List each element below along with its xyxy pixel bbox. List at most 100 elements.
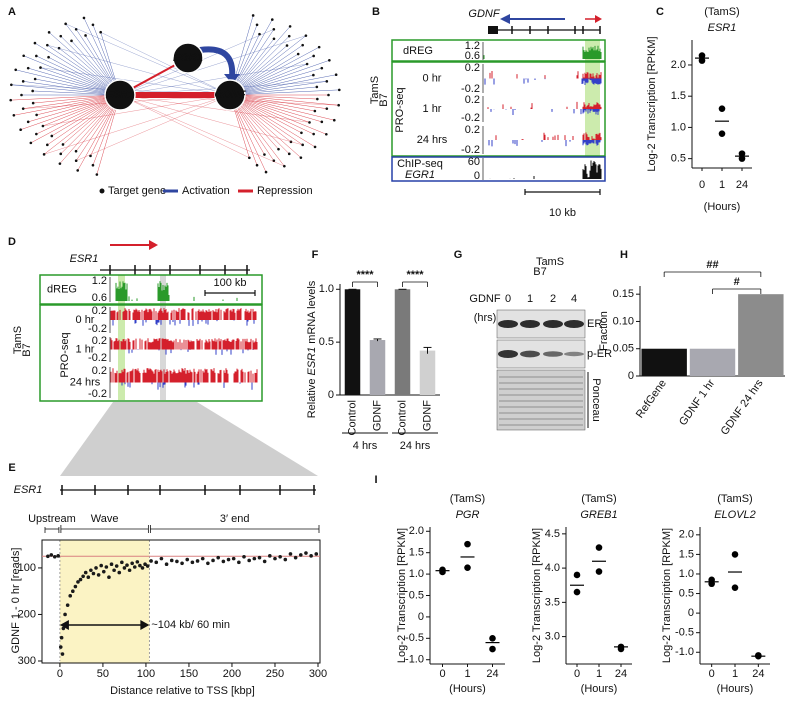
target-gene	[277, 147, 280, 151]
arrow-head	[595, 15, 602, 23]
target-gene	[305, 62, 309, 66]
band	[564, 320, 584, 328]
edge	[44, 94, 231, 155]
target-gene	[255, 23, 259, 27]
edge	[13, 94, 121, 116]
point	[755, 652, 762, 659]
edge	[229, 94, 327, 109]
point	[718, 130, 726, 137]
bar	[344, 289, 361, 395]
target-gene	[91, 23, 95, 27]
target-gene	[9, 98, 13, 102]
point	[206, 561, 210, 566]
x-tick-label: RefGene	[634, 378, 669, 421]
edge	[40, 67, 231, 96]
track-label: dREG	[403, 45, 433, 57]
panel-label: I	[374, 474, 377, 486]
point	[247, 558, 251, 563]
arrow-head	[500, 14, 510, 24]
y-tick-label: 1.0	[409, 568, 424, 580]
point	[595, 568, 603, 575]
band	[499, 418, 583, 420]
target-gene	[320, 66, 324, 70]
x-tick-label: 250	[266, 668, 284, 680]
target-gene	[272, 37, 276, 41]
target-gene	[95, 173, 99, 176]
label-bg	[27, 523, 76, 527]
target-gene	[33, 77, 37, 81]
point	[81, 574, 85, 579]
treatment-label: GDNF	[469, 293, 500, 305]
track-scale: 0.2	[92, 365, 107, 377]
point	[731, 584, 739, 591]
track-scale: -0.2	[88, 323, 107, 335]
y-tick-label: 1.5	[679, 548, 694, 560]
edge	[76, 94, 231, 161]
hub	[214, 79, 246, 111]
y-tick-label: 1.5	[671, 90, 686, 102]
track-label: 0 hr	[423, 72, 442, 84]
target-gene	[35, 132, 38, 136]
target-gene	[21, 107, 25, 110]
point	[140, 566, 145, 570]
edge	[119, 35, 306, 96]
x-tick-label: 0	[709, 668, 715, 680]
target-gene	[301, 143, 304, 147]
y-tick-label: 0.5	[679, 587, 694, 599]
y-axis-label: Log-2 Transcription [RPKM]	[531, 528, 543, 663]
track-scale: 0.2	[92, 305, 107, 317]
target-gene	[272, 27, 276, 31]
target-gene	[74, 159, 78, 163]
point	[304, 551, 308, 555]
track-box	[391, 39, 606, 62]
track-label: 1 hr	[423, 103, 442, 115]
point	[101, 569, 106, 574]
bar	[419, 350, 436, 395]
point	[231, 556, 236, 561]
blot-label: Ponceau	[590, 378, 602, 421]
point	[65, 603, 70, 607]
track-scale: -0.2	[461, 144, 480, 156]
target-gene	[46, 143, 49, 147]
cell-sup: TamS	[536, 256, 564, 268]
target-gene	[299, 156, 303, 159]
target-gene	[41, 124, 45, 128]
target-gene	[248, 156, 251, 160]
y-axis-label: GDNF 1 - 0 hr [reads]	[10, 548, 22, 654]
target-gene	[301, 43, 304, 47]
point	[278, 554, 282, 559]
point	[143, 562, 147, 566]
significance: ##	[706, 259, 718, 271]
track-label: 0 hr	[76, 314, 95, 326]
y-axis-label: Relative ESR1 mRNA levels	[306, 280, 318, 418]
target-gene	[328, 58, 331, 62]
hub	[172, 42, 204, 74]
edge	[199, 46, 236, 79]
edge	[229, 46, 320, 96]
track-scale: -0.2	[461, 112, 480, 124]
track-scale: 0.6	[465, 50, 480, 62]
edge	[229, 60, 330, 96]
y-tick-label: 0.5	[409, 589, 424, 601]
point	[83, 570, 88, 575]
bar	[369, 340, 386, 395]
edge	[42, 94, 231, 127]
target-gene	[22, 54, 25, 58]
edge	[20, 94, 121, 130]
bar	[394, 289, 411, 395]
target-gene	[283, 164, 286, 168]
track-label: dREG	[47, 283, 77, 295]
significance: ****	[356, 269, 374, 281]
point	[439, 566, 446, 574]
chart-subtitle: ESR1	[708, 22, 737, 34]
point	[268, 554, 272, 558]
y-tick-label: 4.5	[545, 528, 560, 540]
track-scale: -0.2	[88, 352, 107, 364]
x-tick-label: 300	[309, 668, 327, 680]
legend-dot	[99, 188, 105, 194]
point	[125, 563, 129, 567]
point	[56, 554, 60, 558]
cell-label: B7	[378, 93, 390, 106]
edge	[23, 94, 121, 109]
target-gene	[70, 39, 73, 43]
